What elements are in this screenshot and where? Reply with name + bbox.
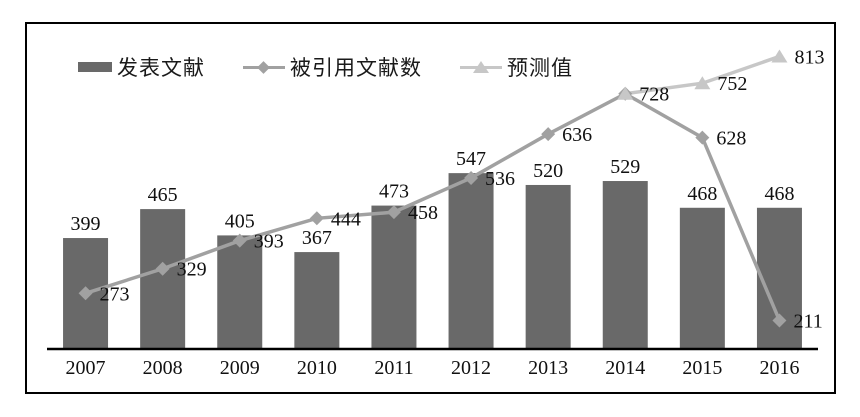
cited-value-label: 211 — [793, 310, 822, 332]
x-axis-tick-label: 2013 — [528, 357, 568, 379]
cited-value-label: 273 — [100, 283, 130, 305]
x-axis-tick-label: 2011 — [374, 357, 413, 379]
legend: 发表文献 被引用文献数 预测值 — [78, 52, 573, 82]
x-axis-tick-label: 2012 — [451, 357, 491, 379]
x-axis-tick-label: 2008 — [143, 357, 183, 379]
legend-item-forecast: 预测值 — [460, 52, 573, 82]
bar-value-label: 399 — [71, 213, 101, 235]
bar-swatch-icon — [78, 62, 112, 72]
x-axis-tick-label: 2009 — [220, 357, 260, 379]
bar — [217, 235, 263, 349]
diamond-point-marker — [155, 261, 170, 276]
cited-value-label: 329 — [177, 259, 207, 281]
legend-label-forecast: 预测值 — [507, 56, 573, 80]
bar-value-label: 367 — [302, 227, 332, 249]
diamond-point-marker — [695, 130, 710, 145]
diamond-marker-icon — [243, 59, 285, 75]
bar-value-label: 520 — [533, 160, 563, 182]
cited-value-label: 728 — [639, 84, 669, 106]
bar-value-label: 468 — [764, 183, 794, 205]
x-axis-tick-label: 2007 — [66, 357, 106, 379]
x-axis-tick-label: 2010 — [297, 357, 337, 379]
triangle-point-marker — [771, 49, 788, 63]
bar-value-label: 547 — [456, 148, 486, 170]
cited-value-label: 636 — [562, 124, 592, 146]
diamond-point-marker — [541, 127, 556, 142]
x-axis-tick-label: 2014 — [605, 357, 645, 379]
triangle-point-marker — [694, 76, 711, 90]
bar — [448, 173, 494, 349]
bar — [294, 252, 340, 349]
cited-value-label: 628 — [716, 128, 746, 150]
x-axis-tick-label: 2016 — [759, 357, 799, 379]
legend-label-published: 发表文献 — [117, 56, 205, 80]
bar-value-label: 468 — [687, 183, 717, 205]
legend-label-cited: 被引用文献数 — [290, 56, 422, 80]
forecast-value-label: 752 — [717, 73, 747, 95]
bar — [602, 181, 648, 349]
diamond-point-marker — [386, 205, 401, 220]
diamond-point-marker — [464, 170, 479, 185]
x-axis-tick-label: 2015 — [682, 357, 722, 379]
cited-value-label: 458 — [408, 202, 438, 224]
bar-value-label: 473 — [379, 181, 409, 203]
bar — [371, 205, 417, 349]
diamond-point-marker — [772, 313, 787, 328]
diamond-point-marker — [309, 211, 324, 226]
forecast-value-label: 813 — [794, 46, 824, 68]
cited-line — [85, 91, 782, 322]
triangle-marker-icon — [460, 59, 502, 75]
legend-item-cited: 被引用文献数 — [243, 52, 422, 82]
bar — [525, 184, 571, 349]
cited-value-label: 393 — [254, 231, 284, 253]
diamond-point-marker — [78, 286, 93, 301]
bar-value-label: 529 — [610, 156, 640, 178]
bar — [679, 207, 725, 349]
bar — [140, 209, 186, 349]
triangle-point-marker — [617, 86, 634, 100]
legend-item-published: 发表文献 — [78, 52, 205, 82]
cited-value-label: 444 — [331, 208, 361, 230]
diamond-point-marker — [232, 233, 247, 248]
cited-value-label: 536 — [485, 168, 515, 190]
bar-value-label: 405 — [225, 210, 255, 232]
bar-value-label: 465 — [148, 184, 178, 206]
